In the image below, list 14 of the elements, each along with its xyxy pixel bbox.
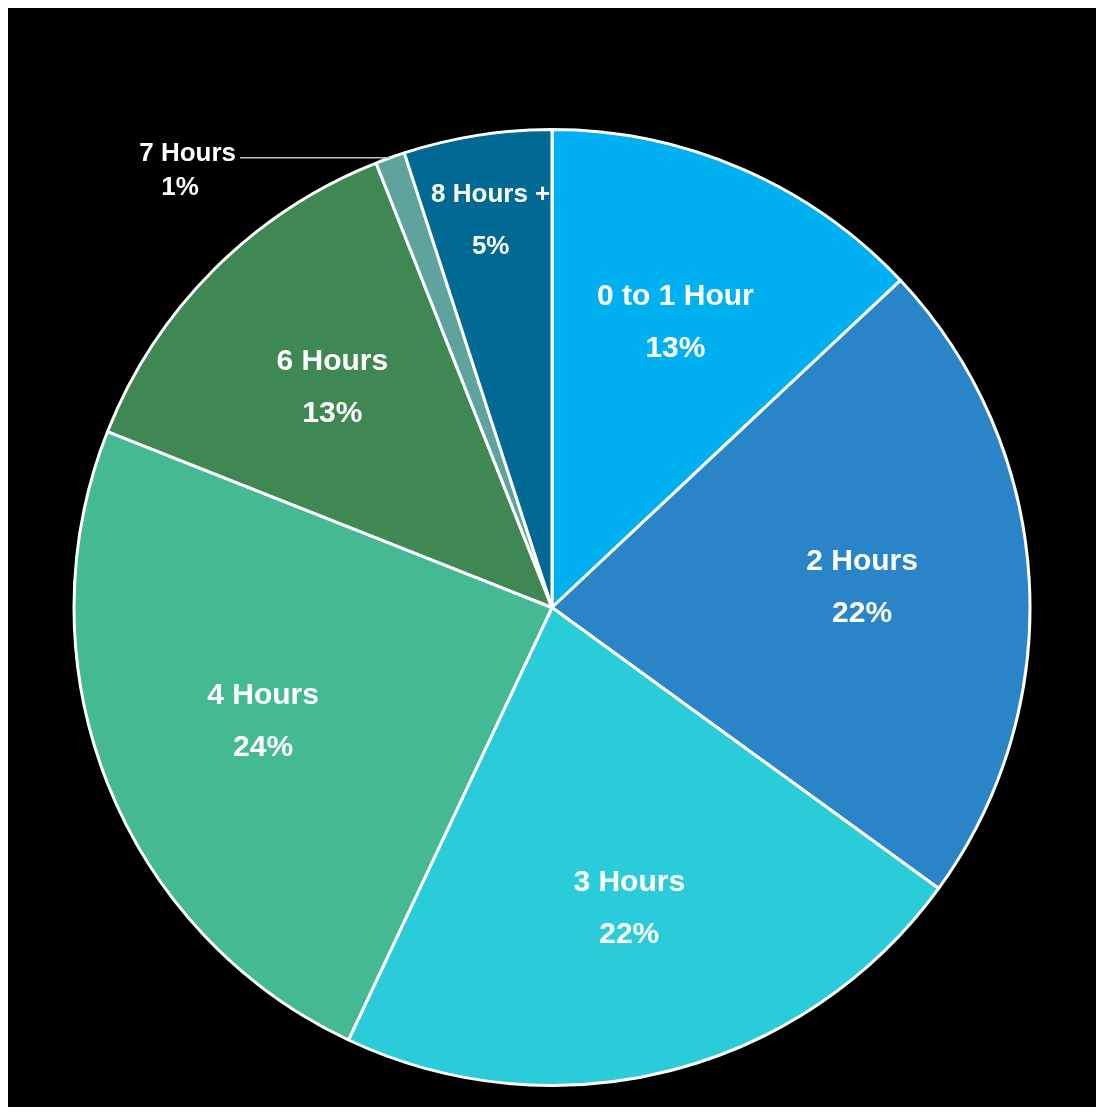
data-label: 13% bbox=[302, 395, 363, 429]
slice-label: 4 Hours bbox=[207, 677, 319, 711]
data-label: 13% bbox=[645, 329, 706, 363]
data-label: 5% bbox=[471, 229, 510, 260]
slice-label: 7 Hours bbox=[139, 136, 237, 167]
data-label: 1% bbox=[161, 170, 199, 201]
slice-label: 3 Hours bbox=[573, 863, 686, 897]
data-label: 22% bbox=[832, 595, 893, 629]
slice-label: 8 Hours + bbox=[431, 177, 551, 208]
slice-label: 0 to 1 Hour bbox=[597, 277, 755, 311]
data-label: 24% bbox=[233, 729, 294, 763]
slice-label: 2 Hours bbox=[806, 543, 918, 577]
data-label: 22% bbox=[599, 915, 660, 949]
slice-label: 6 Hours bbox=[276, 343, 389, 377]
